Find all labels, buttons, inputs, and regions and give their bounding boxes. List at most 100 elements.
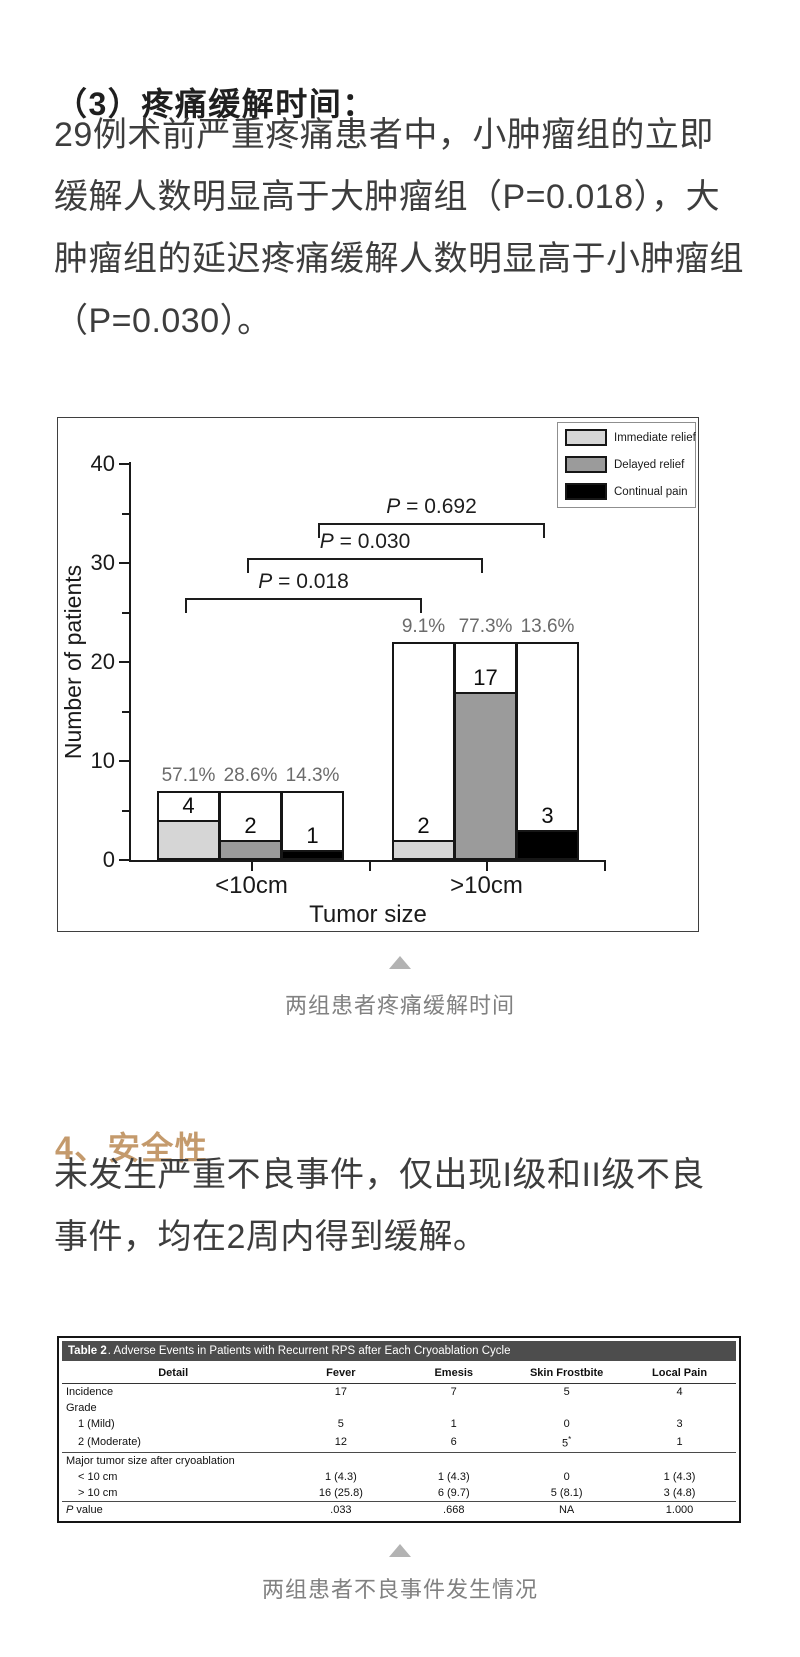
x-category-label: <10cm bbox=[215, 872, 288, 899]
bar-percent-label: 14.3% bbox=[285, 764, 340, 786]
legend-swatch bbox=[565, 456, 607, 473]
bar-outline bbox=[281, 790, 344, 860]
cell-value: 5 (8.1) bbox=[550, 1486, 583, 1499]
text-line: 缓解人数明显高于大肿瘤组（P=0.018），大 bbox=[54, 178, 721, 216]
table-column-header: Emesis bbox=[397, 1363, 511, 1384]
cell-value: 1.000 bbox=[623, 1500, 736, 1518]
table-row: 1 (Mild) 5 1 0 3 bbox=[62, 1416, 736, 1432]
y-minor-tick bbox=[122, 809, 129, 812]
table-column-header: Detail bbox=[62, 1363, 285, 1384]
p-bracket-line bbox=[318, 523, 545, 525]
cell-value bbox=[397, 1400, 510, 1416]
x-tick bbox=[485, 862, 488, 871]
bar-fill bbox=[219, 840, 282, 860]
y-tick-label: 0 bbox=[102, 847, 115, 872]
y-axis-label: Number of patients bbox=[60, 564, 86, 760]
cell-value bbox=[510, 1400, 623, 1416]
x-tick bbox=[369, 862, 371, 871]
cell-value: .033 bbox=[284, 1500, 398, 1518]
bar-percent-label: 9.1% bbox=[401, 616, 446, 638]
table-row: P value .033.668 NA 1.000 bbox=[62, 1500, 736, 1518]
cell-value: 6 bbox=[450, 1435, 457, 1448]
cell-value: 3 bbox=[676, 1418, 683, 1430]
cell-value: 6 (9.7) bbox=[437, 1486, 470, 1499]
row-label: 1 (Mild) bbox=[78, 1418, 115, 1430]
x-category-label: >10cm bbox=[450, 872, 523, 899]
cell-value bbox=[623, 1451, 736, 1469]
stacked-bar-chart: 0 10 20 30 40 Number of patients <10cm >10cm Tum… bbox=[58, 418, 698, 931]
table-caption: 两组患者不良事件发生情况 bbox=[261, 1577, 538, 1602]
paragraph-1: 29例术前严重疼痛患者中，小肿瘤组的立即 缓解人数明显高于大肿瘤组（P=0.018… bbox=[54, 104, 760, 352]
cell-value bbox=[397, 1451, 511, 1469]
cell-value: 0 bbox=[563, 1470, 570, 1483]
adverse-events-table-frame: Table 2. Adverse Events in Patients with… bbox=[57, 1336, 741, 1523]
p-bracket-line bbox=[247, 558, 483, 560]
cell-value: 1 (4.3) bbox=[663, 1470, 696, 1483]
p-bracket-line bbox=[185, 598, 422, 600]
table-title-text: . Adverse Events in Patients with Recurr… bbox=[107, 1345, 511, 1357]
y-tick-label: 40 bbox=[90, 451, 115, 476]
legend-swatch bbox=[565, 483, 607, 500]
section3-heading: （3）疼痛缓解时间： bbox=[55, 85, 376, 122]
p-value-label: P = 0.692 bbox=[386, 495, 477, 518]
bar-fill bbox=[157, 820, 220, 860]
y-tick-label: 10 bbox=[90, 748, 115, 773]
text-line: 29例术前严重疼痛患者中，小肿瘤组的立即 bbox=[54, 116, 714, 154]
x-axis-label: Tumor size bbox=[309, 901, 427, 928]
table-row: Major tumor size after cryoablation bbox=[62, 1451, 736, 1469]
row-label: 2 (Moderate) bbox=[78, 1435, 141, 1448]
table-row: 2 (Moderate) 12 6 5* 1 bbox=[62, 1432, 736, 1452]
y-minor-tick bbox=[122, 611, 129, 614]
y-tick-label: 30 bbox=[90, 550, 115, 575]
table-column-header: Skin Frostbite bbox=[510, 1363, 624, 1384]
cell-value bbox=[510, 1451, 624, 1469]
cell-value: 5* bbox=[562, 1435, 572, 1450]
cell-value: 5 bbox=[337, 1418, 344, 1430]
x-tick bbox=[250, 862, 253, 871]
caption-triangle-icon bbox=[389, 1544, 411, 1557]
pain-relief-figure: 0 10 20 30 40 Number of patients <10cm >10cm Tum… bbox=[57, 417, 699, 932]
legend-item: Delayed relief bbox=[558, 452, 694, 479]
cell-value: 5 bbox=[563, 1386, 570, 1398]
text-line: （P=0.030）。 bbox=[54, 302, 272, 340]
cell-value: NA bbox=[510, 1500, 624, 1518]
adverse-events-table: Detail Fever Emesis Skin Frostbite Local Pai… bbox=[62, 1363, 736, 1518]
cell-value: 1 bbox=[450, 1418, 457, 1430]
legend-label: Delayed relief bbox=[614, 459, 685, 471]
cell-value: 1 bbox=[676, 1435, 683, 1448]
table-title-number: Table 2 bbox=[68, 1345, 107, 1357]
cell-value: 12 bbox=[334, 1435, 347, 1448]
y-tick bbox=[119, 760, 129, 762]
x-axis bbox=[129, 860, 606, 862]
text-line: 未发生严重不良事件，仅出现I级和II级不良 bbox=[54, 1156, 705, 1194]
bar-percent-label: 57.1% bbox=[161, 764, 216, 786]
table-row: Grade bbox=[62, 1400, 736, 1416]
table-row: < 10 cm 1 (4.3) 1 (4.3) 0 1 (4.3) bbox=[62, 1469, 736, 1485]
cell-value: 1 (4.3) bbox=[437, 1470, 470, 1483]
row-label: Grade bbox=[66, 1402, 97, 1414]
cell-value: 3 (4.8) bbox=[663, 1486, 696, 1499]
cell-value bbox=[284, 1451, 398, 1469]
y-minor-tick bbox=[122, 512, 129, 515]
y-axis bbox=[129, 462, 131, 862]
bar-percent-label: 77.3% bbox=[458, 616, 513, 638]
legend-item: Immediate relief bbox=[558, 425, 696, 452]
cell-value: 4 bbox=[676, 1386, 683, 1398]
p-bracket-tick bbox=[543, 523, 545, 538]
chart-legend: Immediate relief Delayed relief Continual … bbox=[557, 422, 696, 508]
table-column-header: Local Pain bbox=[623, 1363, 736, 1384]
row-label: Major tumor size after cryoablation bbox=[62, 1451, 285, 1469]
text-line: 事件，均在2周内得到缓解。 bbox=[54, 1218, 488, 1256]
cell-value: 16 (25.8) bbox=[318, 1486, 363, 1499]
caption-triangle-icon bbox=[389, 956, 411, 969]
legend-label: Continual pain bbox=[614, 486, 688, 498]
figure-caption: 两组患者疼痛缓解时间 bbox=[284, 993, 515, 1018]
y-tick bbox=[119, 859, 129, 861]
bar-value-label: 1 bbox=[306, 823, 319, 849]
legend-swatch bbox=[565, 429, 607, 446]
section4-heading: 4、安全性 bbox=[55, 1129, 209, 1166]
table-row: > 10 cm 16 (25.8) 6 (9.7) 5 (8.1) 3 (4.8) bbox=[62, 1485, 736, 1502]
table-title: Table 2. Adverse Events in Patients with… bbox=[62, 1341, 736, 1361]
bar-value-label: 4 bbox=[182, 793, 195, 819]
